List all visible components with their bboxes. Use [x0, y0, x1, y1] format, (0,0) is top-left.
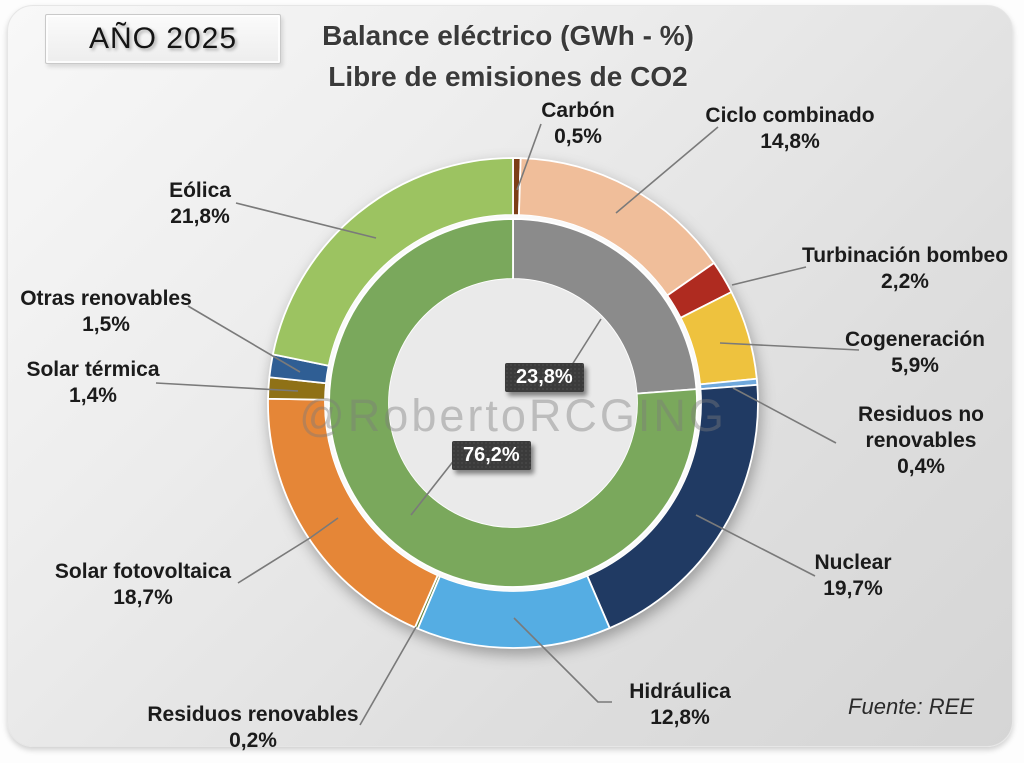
leader-cogeneracion — [719, 342, 860, 351]
label-name-hidraulica: Hidráulica — [629, 680, 731, 703]
label-turbinacion-bombeo: Turbinación bombeo 2,2% — [802, 243, 1008, 295]
label-value-solar-fotovoltaica: 18,7% — [113, 586, 173, 610]
leader-otras-renovables — [187, 305, 301, 373]
page-title-line1: Balance eléctrico (GWh - %) — [322, 20, 694, 51]
label-nuclear: Nuclear 19,7% — [814, 550, 891, 602]
label-eolica: Eólica 21,8% — [169, 178, 231, 230]
donut-hole — [389, 279, 637, 527]
leader-solar-termica — [155, 382, 299, 392]
leader-inner-emissions — [569, 318, 602, 369]
leader-ciclo-combinado — [615, 126, 719, 214]
label-cogeneracion: Cogeneración 5,9% — [845, 327, 985, 379]
label-value-residuos-renovables: 0,2% — [229, 729, 277, 753]
year-badge: AÑO 2025 — [45, 14, 281, 64]
label-name-otras-renovables: Otras renovables — [20, 287, 192, 310]
label-value-nuclear: 19,7% — [823, 577, 883, 601]
donut-chart — [155, 123, 860, 726]
label-name-ciclo-combinado: Ciclo combinado — [705, 104, 875, 127]
label-residuos-renovables: Residuos renovables 0,2% — [147, 702, 358, 754]
slide-panel: AÑO 2025 Balance eléctrico (GWh - %) Lib… — [7, 5, 1013, 752]
label-solar-fotovoltaica: Solar fotovoltaica 18,7% — [55, 559, 231, 611]
leader-residuos-no-renovables — [732, 387, 837, 444]
label-name-carbon: Carbón — [541, 99, 615, 122]
callout-inner-co2free: 76,2% — [452, 441, 531, 470]
leader-carbon — [516, 123, 542, 191]
label-value-ciclo-combinado: 14,8% — [760, 130, 820, 154]
label-solar-termica: Solar térmica 1,4% — [26, 357, 159, 409]
page-title: Balance eléctrico (GWh - %) Libre de emi… — [298, 16, 718, 97]
leader-eolica — [235, 202, 377, 239]
label-value-turbinacion-bombeo: 2,2% — [881, 270, 929, 294]
label-residuos-no-renovables: Residuos no renovables 0,4% — [835, 402, 1007, 480]
label-carbon: Carbón 0,5% — [541, 98, 615, 150]
label-name-residuos-renovables: Residuos renovables — [147, 703, 359, 726]
label-value-solar-termica: 1,4% — [69, 384, 117, 408]
callout-inner-emissions: 23,8% — [505, 363, 584, 392]
label-name-turbinacion-bombeo: Turbinación bombeo — [801, 244, 1009, 267]
label-value-otras-renovables: 1,5% — [82, 313, 130, 337]
leader-inner-co2free — [410, 458, 456, 516]
label-value-residuos-no-renovables: 0,4% — [897, 455, 945, 479]
label-value-eolica: 21,8% — [170, 205, 230, 229]
label-name-cogeneracion: Cogeneración — [844, 328, 986, 351]
label-value-carbon: 0,5% — [554, 125, 602, 149]
leader-hidraulica — [513, 617, 612, 703]
leader-nuclear — [695, 514, 816, 577]
leader-residuos-renovables — [359, 626, 417, 726]
page-title-line2: Libre de emisiones de CO2 — [328, 60, 688, 92]
label-value-cogeneracion: 5,9% — [891, 354, 939, 378]
label-ciclo-combinado: Ciclo combinado 14,8% — [705, 103, 874, 155]
label-otras-renovables: Otras renovables 1,5% — [20, 286, 192, 338]
label-name-solar-termica: Solar térmica — [26, 358, 160, 381]
label-name-solar-fotovoltaica: Solar fotovoltaica — [54, 560, 232, 583]
label-name-residuos-no-renovables: Residuos no renovables — [857, 403, 984, 453]
label-hidraulica: Hidráulica 12,8% — [629, 679, 731, 731]
label-name-nuclear: Nuclear — [814, 551, 892, 574]
source-credit: Fuente: REE — [848, 694, 974, 719]
leader-turbinacion-bombeo — [731, 266, 807, 286]
label-value-hidraulica: 12,8% — [650, 706, 710, 730]
label-name-eolica: Eólica — [169, 179, 231, 202]
leader-solar-fotovoltaica — [237, 517, 339, 584]
